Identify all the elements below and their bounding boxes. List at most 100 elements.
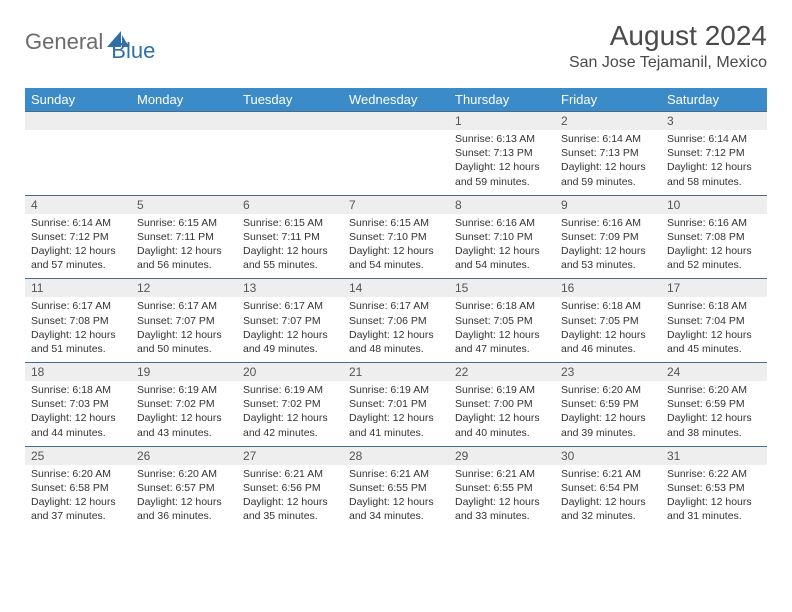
- sunset-text: Sunset: 7:02 PM: [243, 397, 337, 411]
- day-header: Friday: [555, 88, 661, 112]
- sunrise-text: Sunrise: 6:19 AM: [137, 383, 231, 397]
- day-number: 31: [661, 446, 767, 465]
- daynum-row: 18192021222324: [25, 363, 767, 382]
- sunrise-text: Sunrise: 6:17 AM: [137, 299, 231, 313]
- day-detail: Sunrise: 6:17 AMSunset: 7:07 PMDaylight:…: [131, 297, 237, 362]
- daylight-text: Daylight: 12 hours and 36 minutes.: [137, 495, 231, 523]
- sunset-text: Sunset: 6:55 PM: [455, 481, 549, 495]
- sunrise-text: Sunrise: 6:18 AM: [455, 299, 549, 313]
- sunrise-text: Sunrise: 6:16 AM: [667, 216, 761, 230]
- day-number: 4: [25, 195, 131, 214]
- day-number: 29: [449, 446, 555, 465]
- daylight-text: Daylight: 12 hours and 57 minutes.: [31, 244, 125, 272]
- daylight-text: Daylight: 12 hours and 42 minutes.: [243, 411, 337, 439]
- daylight-text: Daylight: 12 hours and 49 minutes.: [243, 328, 337, 356]
- sunset-text: Sunset: 6:54 PM: [561, 481, 655, 495]
- day-detail: Sunrise: 6:21 AMSunset: 6:54 PMDaylight:…: [555, 465, 661, 530]
- day-detail: [25, 130, 131, 195]
- daylight-text: Daylight: 12 hours and 58 minutes.: [667, 160, 761, 188]
- detail-row: Sunrise: 6:20 AMSunset: 6:58 PMDaylight:…: [25, 465, 767, 530]
- day-number: 3: [661, 112, 767, 131]
- day-detail: Sunrise: 6:18 AMSunset: 7:03 PMDaylight:…: [25, 381, 131, 446]
- day-detail: Sunrise: 6:17 AMSunset: 7:07 PMDaylight:…: [237, 297, 343, 362]
- sunset-text: Sunset: 6:57 PM: [137, 481, 231, 495]
- sunrise-text: Sunrise: 6:18 AM: [31, 383, 125, 397]
- day-number: 27: [237, 446, 343, 465]
- daylight-text: Daylight: 12 hours and 31 minutes.: [667, 495, 761, 523]
- daylight-text: Daylight: 12 hours and 50 minutes.: [137, 328, 231, 356]
- day-number: 8: [449, 195, 555, 214]
- sunrise-text: Sunrise: 6:18 AM: [561, 299, 655, 313]
- sunset-text: Sunset: 7:06 PM: [349, 314, 443, 328]
- day-number: 24: [661, 363, 767, 382]
- day-header: Thursday: [449, 88, 555, 112]
- day-header: Tuesday: [237, 88, 343, 112]
- day-number: 19: [131, 363, 237, 382]
- day-detail: [237, 130, 343, 195]
- sunset-text: Sunset: 7:00 PM: [455, 397, 549, 411]
- daylight-text: Daylight: 12 hours and 54 minutes.: [455, 244, 549, 272]
- daylight-text: Daylight: 12 hours and 40 minutes.: [455, 411, 549, 439]
- day-number: 13: [237, 279, 343, 298]
- day-detail: Sunrise: 6:19 AMSunset: 7:02 PMDaylight:…: [131, 381, 237, 446]
- day-number: 6: [237, 195, 343, 214]
- sunset-text: Sunset: 7:13 PM: [561, 146, 655, 160]
- sunset-text: Sunset: 7:10 PM: [349, 230, 443, 244]
- daylight-text: Daylight: 12 hours and 51 minutes.: [31, 328, 125, 356]
- daylight-text: Daylight: 12 hours and 33 minutes.: [455, 495, 549, 523]
- day-number: 12: [131, 279, 237, 298]
- sunset-text: Sunset: 7:12 PM: [667, 146, 761, 160]
- sunset-text: Sunset: 6:58 PM: [31, 481, 125, 495]
- header: General Blue August 2024 San Jose Tejama…: [25, 20, 767, 72]
- detail-row: Sunrise: 6:13 AM Sunset: 7:13 PM Daylight:…: [25, 130, 767, 195]
- day-detail: Sunrise: 6:17 AMSunset: 7:08 PMDaylight:…: [25, 297, 131, 362]
- sunset-text: Sunset: 7:05 PM: [561, 314, 655, 328]
- sunrise-text: Sunrise: 6:19 AM: [243, 383, 337, 397]
- day-number: 30: [555, 446, 661, 465]
- daylight-text: Daylight: 12 hours and 44 minutes.: [31, 411, 125, 439]
- sunset-text: Sunset: 6:53 PM: [667, 481, 761, 495]
- day-detail: Sunrise: 6:15 AMSunset: 7:11 PMDaylight:…: [131, 214, 237, 279]
- day-detail: Sunrise: 6:18 AMSunset: 7:05 PMDaylight:…: [449, 297, 555, 362]
- day-number: 2: [555, 112, 661, 131]
- day-number: 11: [25, 279, 131, 298]
- sunrise-text: Sunrise: 6:20 AM: [561, 383, 655, 397]
- day-number: 10: [661, 195, 767, 214]
- daynum-row: 45678910: [25, 195, 767, 214]
- day-detail: Sunrise: 6:21 AMSunset: 6:55 PMDaylight:…: [343, 465, 449, 530]
- day-detail: Sunrise: 6:21 AMSunset: 6:56 PMDaylight:…: [237, 465, 343, 530]
- day-detail: [343, 130, 449, 195]
- sunset-text: Sunset: 7:09 PM: [561, 230, 655, 244]
- day-header: Sunday: [25, 88, 131, 112]
- daynum-row: 25262728293031: [25, 446, 767, 465]
- day-header: Saturday: [661, 88, 767, 112]
- day-number: 17: [661, 279, 767, 298]
- day-detail: Sunrise: 6:21 AMSunset: 6:55 PMDaylight:…: [449, 465, 555, 530]
- sunrise-text: Sunrise: 6:17 AM: [349, 299, 443, 313]
- sunrise-text: Sunrise: 6:21 AM: [243, 467, 337, 481]
- day-detail: Sunrise: 6:20 AMSunset: 6:57 PMDaylight:…: [131, 465, 237, 530]
- day-detail: Sunrise: 6:16 AMSunset: 7:09 PMDaylight:…: [555, 214, 661, 279]
- sunset-text: Sunset: 7:02 PM: [137, 397, 231, 411]
- daynum-row: 123: [25, 112, 767, 131]
- daylight-text: Daylight: 12 hours and 53 minutes.: [561, 244, 655, 272]
- sunset-text: Sunset: 7:11 PM: [137, 230, 231, 244]
- day-number: 23: [555, 363, 661, 382]
- logo-text-blue: Blue: [111, 38, 155, 64]
- detail-row: Sunrise: 6:14 AMSunset: 7:12 PMDaylight:…: [25, 214, 767, 279]
- sunrise-text: Sunrise: 6:14 AM: [31, 216, 125, 230]
- daylight-text: Daylight: 12 hours and 48 minutes.: [349, 328, 443, 356]
- sunrise-text: Sunrise: 6:19 AM: [349, 383, 443, 397]
- day-detail: Sunrise: 6:19 AMSunset: 7:01 PMDaylight:…: [343, 381, 449, 446]
- title-block: August 2024 San Jose Tejamanil, Mexico: [569, 20, 767, 72]
- sunset-text: Sunset: 7:07 PM: [243, 314, 337, 328]
- day-detail: Sunrise: 6:20 AMSunset: 6:59 PMDaylight:…: [661, 381, 767, 446]
- sunrise-text: Sunrise: 6:15 AM: [243, 216, 337, 230]
- day-header-row: Sunday Monday Tuesday Wednesday Thursday…: [25, 88, 767, 112]
- logo-text-general: General: [25, 29, 103, 55]
- daylight-text: Daylight: 12 hours and 56 minutes.: [137, 244, 231, 272]
- daylight-text: Daylight: 12 hours and 38 minutes.: [667, 411, 761, 439]
- calendar: Sunday Monday Tuesday Wednesday Thursday…: [25, 88, 767, 529]
- sunset-text: Sunset: 6:55 PM: [349, 481, 443, 495]
- sunrise-text: Sunrise: 6:13 AM: [455, 132, 549, 146]
